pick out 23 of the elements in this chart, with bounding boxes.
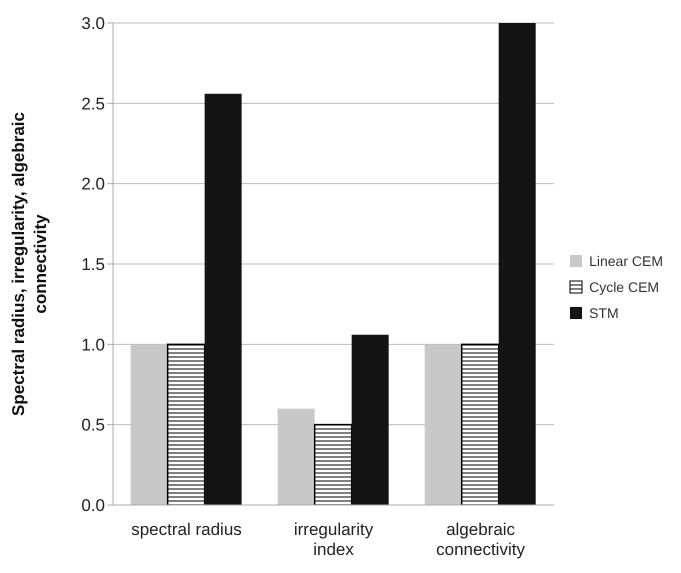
- y-tick-label: 1.5: [81, 255, 105, 274]
- x-tick-label: spectral radius: [131, 520, 242, 539]
- bar: [498, 23, 536, 505]
- bar: [460, 344, 500, 505]
- y-tick-label: 0.0: [81, 496, 105, 516]
- bar: [352, 334, 389, 505]
- bar: [204, 94, 242, 505]
- y-tick-label: 0.5: [81, 416, 105, 435]
- bar: [278, 408, 315, 505]
- x-tick-label: irregularity index: [294, 520, 374, 559]
- bar: [424, 344, 462, 505]
- legend-label: Cycle CEM: [589, 278, 660, 294]
- y-axis-title: Spectral radius, irregularity, algebraic connectivity: [9, 112, 50, 416]
- y-tick-label: 2.0: [81, 174, 105, 194]
- bar: [314, 424, 352, 505]
- y-tick-label: 3.0: [81, 14, 105, 34]
- bar: [130, 344, 168, 505]
- y-tick-label: 2.5: [81, 94, 105, 114]
- bar: [166, 344, 206, 505]
- legend-label: Linear CEM: [589, 252, 663, 268]
- y-tick-label: 1.0: [81, 335, 105, 354]
- x-tick-label: algebraic connectivity: [436, 520, 526, 559]
- legend-label: STM: [589, 304, 619, 320]
